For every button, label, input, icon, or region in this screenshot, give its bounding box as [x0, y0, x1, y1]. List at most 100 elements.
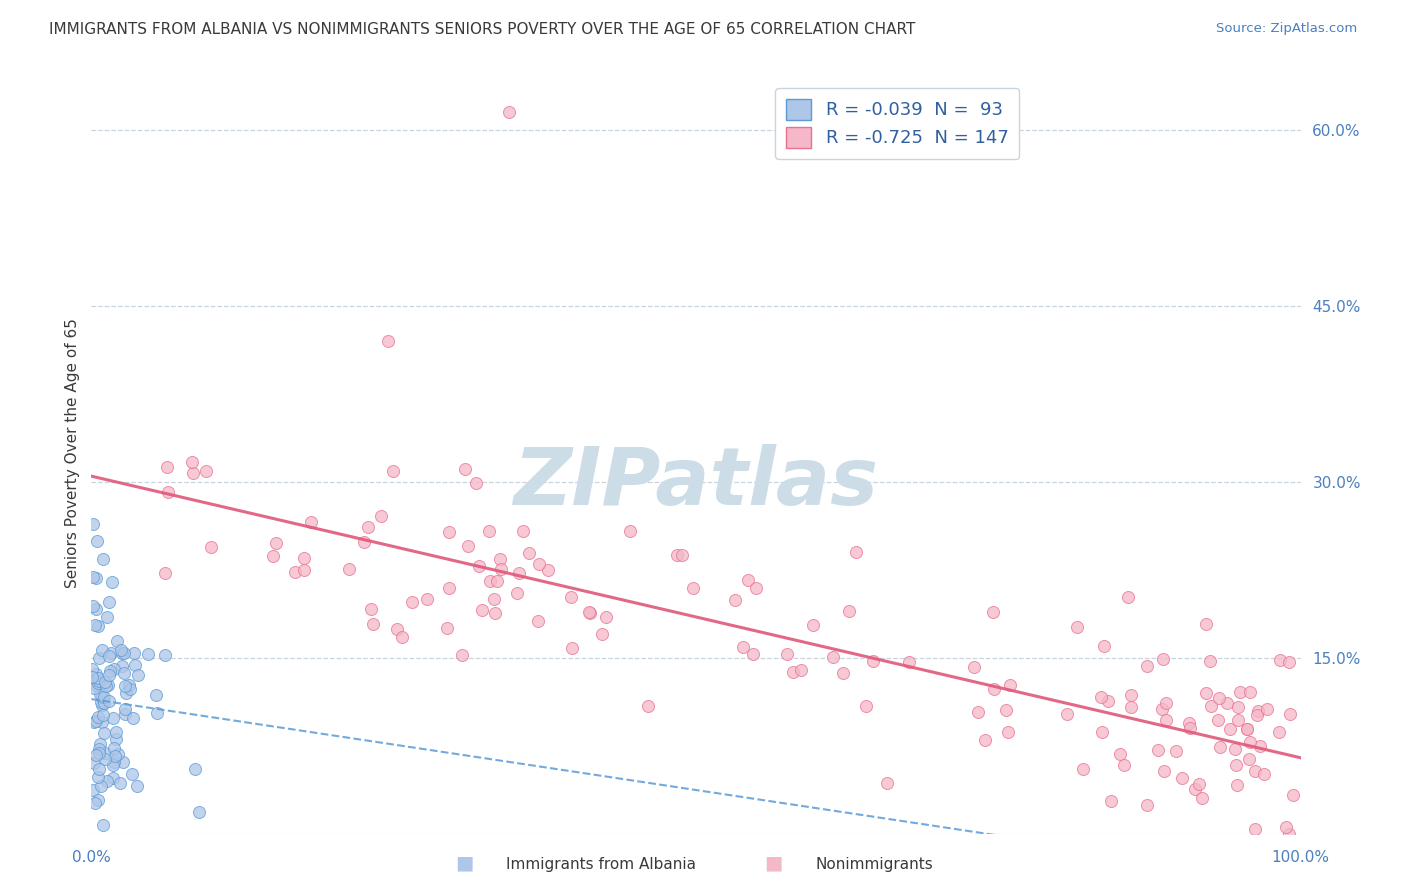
- Point: [801, 618, 824, 632]
- Point: [1256, 702, 1278, 716]
- Point: [489, 562, 512, 576]
- Point: [105, 724, 128, 739]
- Point: [90, 642, 112, 657]
- Point: [292, 563, 315, 577]
- Point: [292, 550, 315, 565]
- Point: [103, 662, 125, 676]
- Point: [96, 774, 118, 789]
- Point: [156, 484, 179, 499]
- Point: [560, 591, 582, 605]
- Point: [832, 665, 855, 680]
- Point: [382, 464, 405, 478]
- Point: [124, 658, 146, 673]
- Point: [1227, 713, 1250, 727]
- Point: [103, 741, 125, 756]
- Point: [1198, 654, 1220, 668]
- Point: [1239, 735, 1261, 749]
- Point: [187, 805, 209, 820]
- Point: [1166, 744, 1188, 758]
- Point: [87, 650, 110, 665]
- Point: [737, 573, 759, 587]
- Point: [107, 747, 129, 761]
- Point: [90, 695, 112, 709]
- Point: [782, 665, 804, 679]
- Point: [353, 535, 375, 549]
- Point: [114, 686, 136, 700]
- Point: [876, 776, 898, 790]
- Point: [1092, 639, 1115, 653]
- Point: [1099, 794, 1122, 808]
- Point: [855, 699, 877, 714]
- Point: [1171, 772, 1194, 786]
- Point: [1208, 739, 1230, 754]
- Point: [1121, 700, 1143, 714]
- Point: [790, 663, 813, 677]
- Point: [1073, 762, 1095, 776]
- Point: [91, 714, 114, 729]
- Point: [107, 633, 129, 648]
- Point: [1195, 616, 1218, 631]
- Point: [1246, 708, 1268, 723]
- Point: [153, 566, 176, 581]
- Point: [745, 581, 768, 595]
- Point: [457, 539, 479, 553]
- Point: [1244, 822, 1267, 836]
- Point: [998, 678, 1021, 692]
- Point: [1249, 739, 1271, 753]
- Point: [299, 516, 322, 530]
- Point: [537, 563, 560, 577]
- Point: [194, 464, 217, 478]
- Text: Nonimmigrants: Nonimmigrants: [815, 857, 934, 872]
- Point: [776, 647, 799, 661]
- Point: [1206, 713, 1229, 727]
- Point: [981, 605, 1004, 619]
- Point: [1278, 655, 1301, 669]
- Point: [104, 748, 127, 763]
- Point: [508, 566, 530, 581]
- Point: [682, 581, 704, 595]
- Point: [156, 460, 179, 475]
- Point: [468, 558, 491, 573]
- Point: [87, 770, 110, 784]
- Point: [983, 682, 1005, 697]
- Point: [1136, 658, 1159, 673]
- Point: [105, 732, 128, 747]
- Point: [845, 545, 868, 559]
- Point: [401, 595, 423, 609]
- Point: [98, 694, 121, 708]
- Point: [84, 678, 107, 692]
- Point: [101, 758, 124, 772]
- Point: [1114, 758, 1136, 772]
- Point: [111, 658, 134, 673]
- Point: [591, 627, 613, 641]
- Point: [619, 524, 641, 538]
- Point: [90, 690, 112, 704]
- Point: [86, 666, 108, 681]
- Point: [385, 623, 408, 637]
- Text: ■: ■: [763, 854, 783, 872]
- Point: [963, 660, 986, 674]
- Text: IMMIGRANTS FROM ALBANIA VS NONIMMIGRANTS SENIORS POVERTY OVER THE AGE OF 65 CORR: IMMIGRANTS FROM ALBANIA VS NONIMMIGRANTS…: [49, 22, 915, 37]
- Point: [671, 548, 693, 562]
- Point: [517, 546, 540, 560]
- Point: [1152, 702, 1174, 716]
- Point: [103, 771, 125, 785]
- Point: [1223, 741, 1246, 756]
- Point: [478, 524, 501, 539]
- Point: [89, 687, 111, 701]
- Point: [451, 648, 474, 662]
- Point: [183, 762, 205, 776]
- Point: [1208, 690, 1230, 705]
- Point: [1178, 715, 1201, 730]
- Point: [122, 710, 145, 724]
- Point: [153, 648, 176, 662]
- Point: [529, 557, 551, 571]
- Point: [838, 604, 860, 618]
- Point: [724, 593, 747, 607]
- Point: [125, 779, 148, 793]
- Point: [1152, 652, 1174, 666]
- Point: [512, 524, 534, 538]
- Point: [93, 675, 115, 690]
- Point: [82, 570, 104, 584]
- Point: [138, 647, 160, 661]
